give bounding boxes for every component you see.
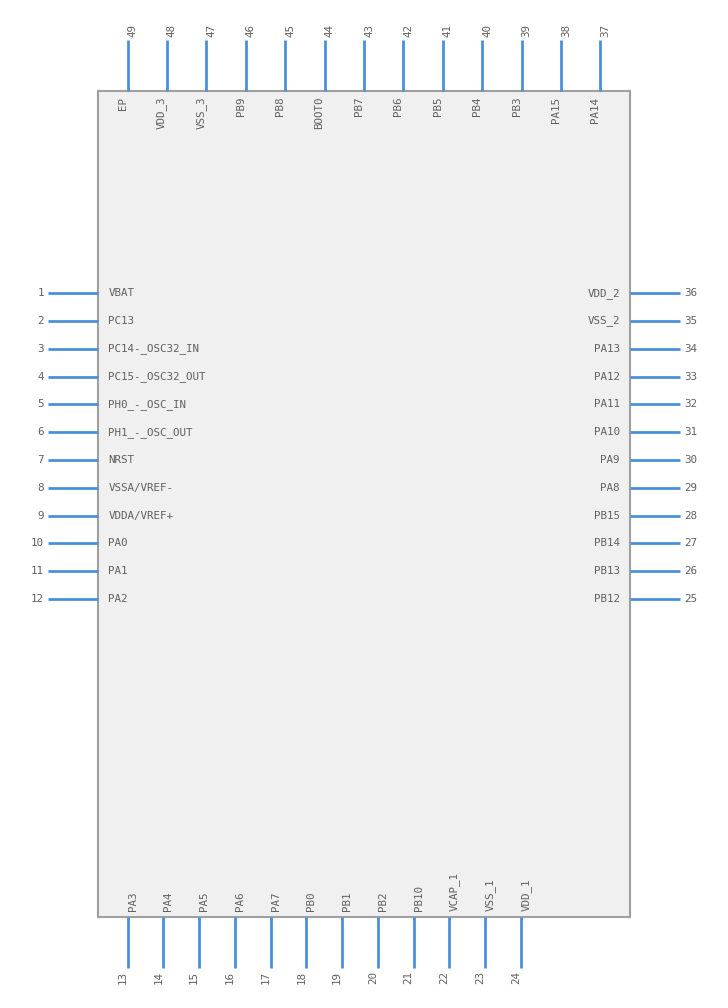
Text: PH1_-_OSC_OUT: PH1_-_OSC_OUT — [108, 426, 193, 437]
Text: 28: 28 — [684, 511, 697, 521]
Text: 39: 39 — [522, 24, 531, 37]
Text: 41: 41 — [443, 24, 453, 37]
Text: PB2: PB2 — [378, 892, 388, 911]
Text: PB12: PB12 — [594, 594, 620, 604]
Text: 24: 24 — [511, 971, 521, 984]
Text: PA0: PA0 — [108, 538, 128, 548]
Text: PA4: PA4 — [163, 892, 173, 911]
Text: NRST: NRST — [108, 455, 134, 465]
Text: PB3: PB3 — [512, 97, 522, 116]
Text: VBAT: VBAT — [108, 288, 134, 298]
Text: VSS_2: VSS_2 — [587, 316, 620, 327]
Text: VCAP_1: VCAP_1 — [449, 872, 460, 911]
Text: 8: 8 — [37, 483, 44, 493]
Text: 49: 49 — [127, 24, 138, 37]
Text: PC13: PC13 — [108, 317, 134, 326]
Text: PB8: PB8 — [275, 97, 285, 116]
Text: PB9: PB9 — [236, 97, 246, 116]
Text: PA7: PA7 — [271, 892, 280, 911]
Text: PB10: PB10 — [414, 885, 424, 911]
Text: 42: 42 — [403, 24, 414, 37]
Text: VSS_1: VSS_1 — [485, 879, 496, 911]
Text: PA6: PA6 — [234, 892, 245, 911]
Text: 15: 15 — [189, 971, 199, 984]
Text: VSSA/VREF-: VSSA/VREF- — [108, 483, 173, 493]
Text: 9: 9 — [37, 511, 44, 521]
Text: PA2: PA2 — [108, 594, 128, 604]
Text: PA14: PA14 — [590, 97, 601, 123]
Text: VDDA/VREF+: VDDA/VREF+ — [108, 511, 173, 521]
Text: PA10: PA10 — [594, 427, 620, 437]
Text: PA8: PA8 — [600, 483, 620, 493]
Text: 37: 37 — [601, 24, 611, 37]
Bar — [98, 91, 630, 917]
Text: 29: 29 — [684, 483, 697, 493]
Text: PB7: PB7 — [354, 97, 364, 116]
Text: PA12: PA12 — [594, 372, 620, 382]
Text: EP: EP — [117, 97, 127, 110]
Text: PB1: PB1 — [342, 892, 352, 911]
Text: PC15-_OSC32_OUT: PC15-_OSC32_OUT — [108, 371, 206, 382]
Text: PA11: PA11 — [594, 399, 620, 409]
Text: PA5: PA5 — [199, 892, 209, 911]
Text: PB6: PB6 — [393, 97, 403, 116]
Text: VSS_3: VSS_3 — [195, 97, 206, 129]
Text: 33: 33 — [684, 372, 697, 382]
Text: PH0_-_OSC_IN: PH0_-_OSC_IN — [108, 399, 186, 410]
Text: 5: 5 — [37, 399, 44, 409]
Text: PC14-_OSC32_IN: PC14-_OSC32_IN — [108, 344, 199, 354]
Text: 38: 38 — [561, 24, 571, 37]
Text: 6: 6 — [37, 427, 44, 437]
Text: 23: 23 — [475, 971, 485, 984]
Text: VDD_3: VDD_3 — [156, 97, 167, 129]
Text: 45: 45 — [285, 24, 295, 37]
Text: 13: 13 — [117, 971, 127, 984]
Text: 35: 35 — [684, 317, 697, 326]
Text: 26: 26 — [684, 566, 697, 577]
Text: 2: 2 — [37, 317, 44, 326]
Text: 31: 31 — [684, 427, 697, 437]
Text: 11: 11 — [31, 566, 44, 577]
Text: 16: 16 — [225, 971, 234, 984]
Text: 46: 46 — [246, 24, 256, 37]
Text: 4: 4 — [37, 372, 44, 382]
Text: PA9: PA9 — [600, 455, 620, 465]
Text: 10: 10 — [31, 538, 44, 548]
Text: PB13: PB13 — [594, 566, 620, 577]
Text: 34: 34 — [684, 344, 697, 354]
Text: 21: 21 — [403, 971, 414, 984]
Text: 40: 40 — [482, 24, 492, 37]
Text: 44: 44 — [325, 24, 335, 37]
Text: VDD_1: VDD_1 — [521, 879, 531, 911]
Text: 27: 27 — [684, 538, 697, 548]
Text: VDD_2: VDD_2 — [587, 287, 620, 298]
Text: 19: 19 — [332, 971, 342, 984]
Text: PB14: PB14 — [594, 538, 620, 548]
Text: PB4: PB4 — [472, 97, 482, 116]
Text: 48: 48 — [167, 24, 177, 37]
Text: 32: 32 — [684, 399, 697, 409]
Text: PB15: PB15 — [594, 511, 620, 521]
Text: 3: 3 — [37, 344, 44, 354]
Text: 47: 47 — [206, 24, 216, 37]
Text: 20: 20 — [368, 971, 378, 984]
Text: PA3: PA3 — [127, 892, 138, 911]
Text: 12: 12 — [31, 594, 44, 604]
Text: BOOT0: BOOT0 — [314, 97, 325, 129]
Text: 18: 18 — [296, 971, 306, 984]
Text: PB5: PB5 — [433, 97, 443, 116]
Text: 30: 30 — [684, 455, 697, 465]
Text: 36: 36 — [684, 288, 697, 298]
Text: 17: 17 — [261, 971, 271, 984]
Text: 25: 25 — [684, 594, 697, 604]
Text: 7: 7 — [37, 455, 44, 465]
Text: PA1: PA1 — [108, 566, 128, 577]
Text: 14: 14 — [154, 971, 163, 984]
Text: 22: 22 — [439, 971, 449, 984]
Text: 1: 1 — [37, 288, 44, 298]
Text: PB0: PB0 — [306, 892, 316, 911]
Text: PA13: PA13 — [594, 344, 620, 354]
Text: 43: 43 — [364, 24, 374, 37]
Text: PA15: PA15 — [551, 97, 561, 123]
